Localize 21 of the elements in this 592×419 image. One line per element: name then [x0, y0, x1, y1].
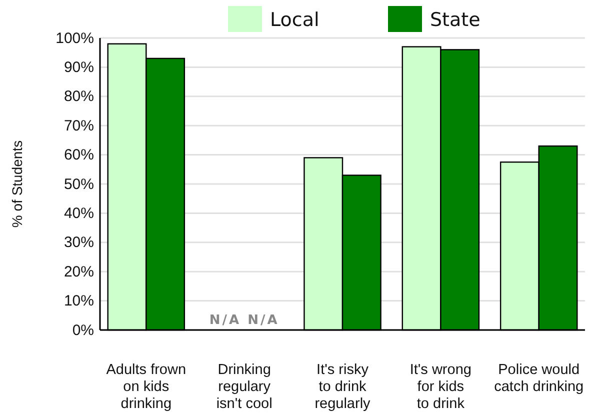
y-tick-label: 90% [64, 59, 94, 76]
y-axis-title: % of Students [9, 140, 25, 228]
legend-label: Local [270, 9, 320, 31]
text: N/A [209, 313, 242, 328]
y-tick-label: 100% [56, 30, 94, 47]
y-tick-label: 10% [64, 292, 94, 310]
text: N/A [248, 313, 280, 328]
x-tick-label: It's risky to drink regularly [314, 362, 372, 412]
y-tick-label: 80% [64, 88, 94, 106]
x-tick-label: Drinking regulary isn't cool [216, 362, 272, 412]
y-tick-label: 60% [64, 146, 94, 164]
x-tick-label: Adults frown on kids drinking [106, 362, 186, 412]
y-tick-label: 50% [64, 176, 94, 193]
y-tick-label: 30% [64, 234, 94, 252]
x-tick-label: Police would catch drinking [494, 362, 584, 395]
x-tick-label: It's wrong for kids to drink [410, 362, 472, 412]
y-tick-label: 0% [72, 322, 94, 339]
y-tick-label: 40% [64, 205, 94, 222]
legend-label: State [430, 9, 480, 31]
y-tick-label: 20% [64, 263, 94, 280]
y-tick-label: 70% [64, 117, 94, 134]
